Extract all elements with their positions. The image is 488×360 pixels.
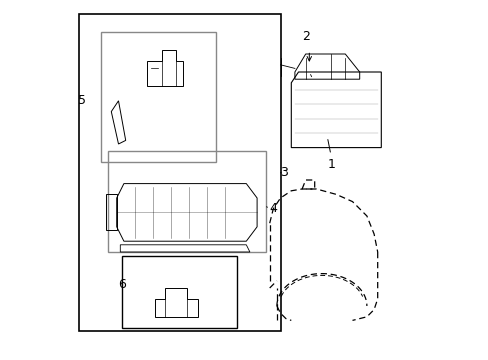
Text: 2: 2 (302, 30, 309, 43)
Bar (101, 32, 215, 162)
Text: 1: 1 (326, 158, 334, 171)
Text: 5: 5 (78, 94, 86, 107)
Bar (79, 14, 280, 331)
Text: 3: 3 (280, 166, 288, 179)
Bar (122, 256, 237, 328)
Text: 6: 6 (118, 278, 125, 291)
Bar (107, 151, 265, 252)
Text: 4: 4 (269, 202, 277, 215)
